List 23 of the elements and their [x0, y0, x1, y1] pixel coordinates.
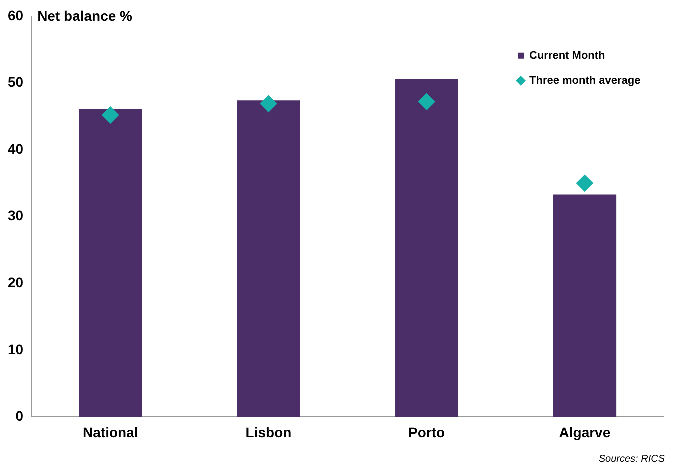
x-tick-label: Porto — [408, 424, 446, 440]
x-tick-label: Lisbon — [246, 424, 292, 440]
legend-label: Current Month — [530, 50, 606, 62]
source-note: Sources: RICS — [598, 454, 665, 465]
point — [576, 174, 594, 192]
y-tick-label: 0 — [16, 408, 24, 424]
point — [102, 106, 120, 124]
point — [260, 95, 278, 112]
y-tick-label: 10 — [8, 341, 24, 358]
y-tick-label: 20 — [8, 274, 24, 290]
y-tick-label: 60 — [8, 7, 24, 24]
point — [418, 93, 436, 110]
legend-label: Three month average — [530, 74, 641, 87]
x-tick-label: National — [83, 424, 138, 440]
bar — [553, 194, 617, 418]
bar — [237, 100, 300, 418]
y-tick-label: 50 — [8, 74, 24, 90]
y-tick-label: 40 — [8, 140, 24, 157]
x-tick-label: Algarve — [559, 424, 611, 440]
y-axis-title: Net balance % — [38, 8, 134, 24]
y-tick-label: 30 — [8, 208, 24, 224]
bar — [395, 79, 458, 418]
bar — [79, 109, 142, 418]
